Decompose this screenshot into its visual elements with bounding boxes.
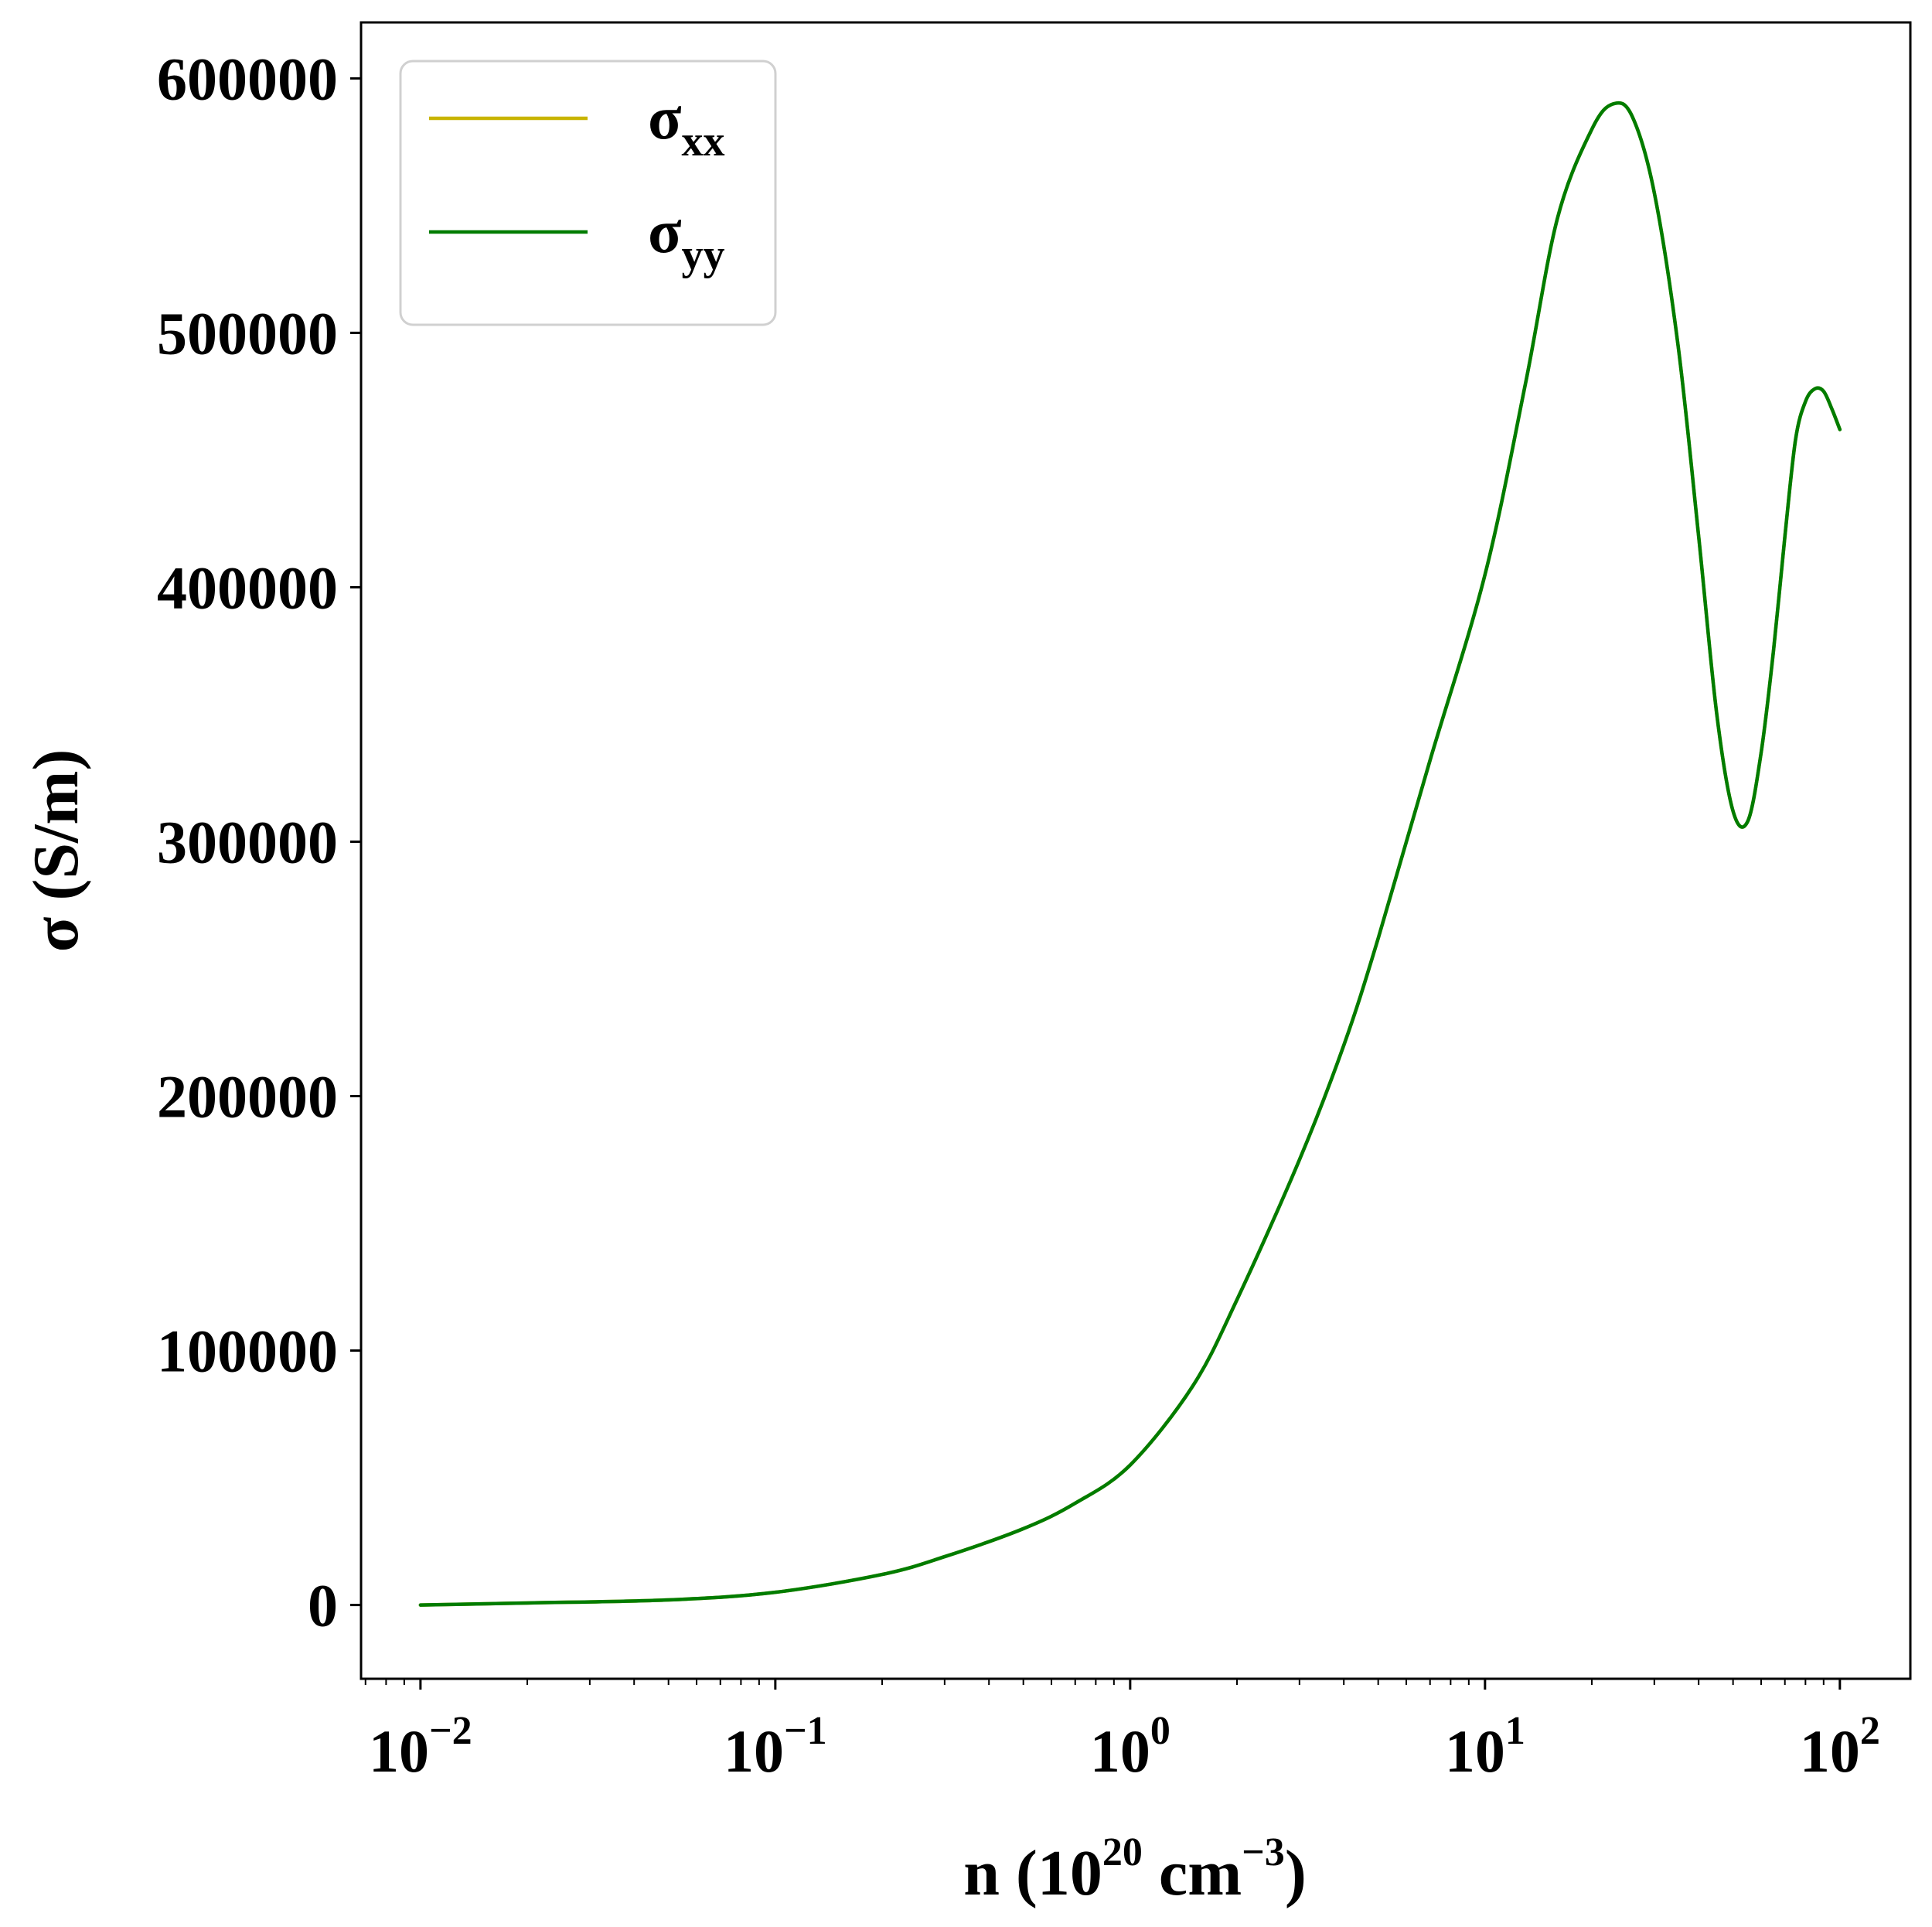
y-tick-label: 500000 — [157, 299, 338, 367]
legend-label-yy: σyy — [648, 198, 725, 279]
y-tick-label: 300000 — [157, 808, 338, 875]
y-axis: 0 100000 200000 300000 400000 500000 600000 — [157, 45, 361, 1639]
y-tick-label: 600000 — [157, 45, 338, 112]
x-axis-title-sup2: −3 — [1242, 1830, 1285, 1874]
y-tick-label: 100000 — [157, 1318, 338, 1385]
x-tick-label: 10−2 — [369, 1709, 472, 1785]
x-axis-title-end: ) — [1285, 1837, 1307, 1909]
legend-label-xx: σxx — [648, 84, 725, 165]
x-axis: 10−2 10−1 100 101 102 — [369, 1679, 1880, 1785]
x-tick-label: 102 — [1800, 1709, 1880, 1785]
x-minor-ticks — [364, 1679, 1825, 1685]
x-axis-title-mid: cm — [1143, 1837, 1242, 1909]
x-axis-title: n (1020 cm−3) — [963, 1830, 1307, 1909]
legend-box — [399, 60, 777, 326]
y-axis-title: σ (S/m) — [20, 749, 92, 953]
y-tick-label: 0 — [308, 1572, 338, 1639]
y-tick-label: 200000 — [157, 1063, 338, 1131]
x-axis-title-main: n (10 — [963, 1837, 1102, 1909]
legend: σxx σyy — [399, 60, 777, 326]
series-layer — [418, 101, 1842, 1607]
x-tick-label: 100 — [1090, 1709, 1170, 1785]
x-tick-label: 10−1 — [724, 1709, 827, 1785]
x-axis-title-sup1: 20 — [1102, 1830, 1143, 1874]
series-line-yy — [418, 101, 1842, 1607]
y-tick-label: 400000 — [157, 554, 338, 621]
plot-frame — [359, 21, 1912, 1680]
x-tick-label: 101 — [1445, 1709, 1525, 1785]
